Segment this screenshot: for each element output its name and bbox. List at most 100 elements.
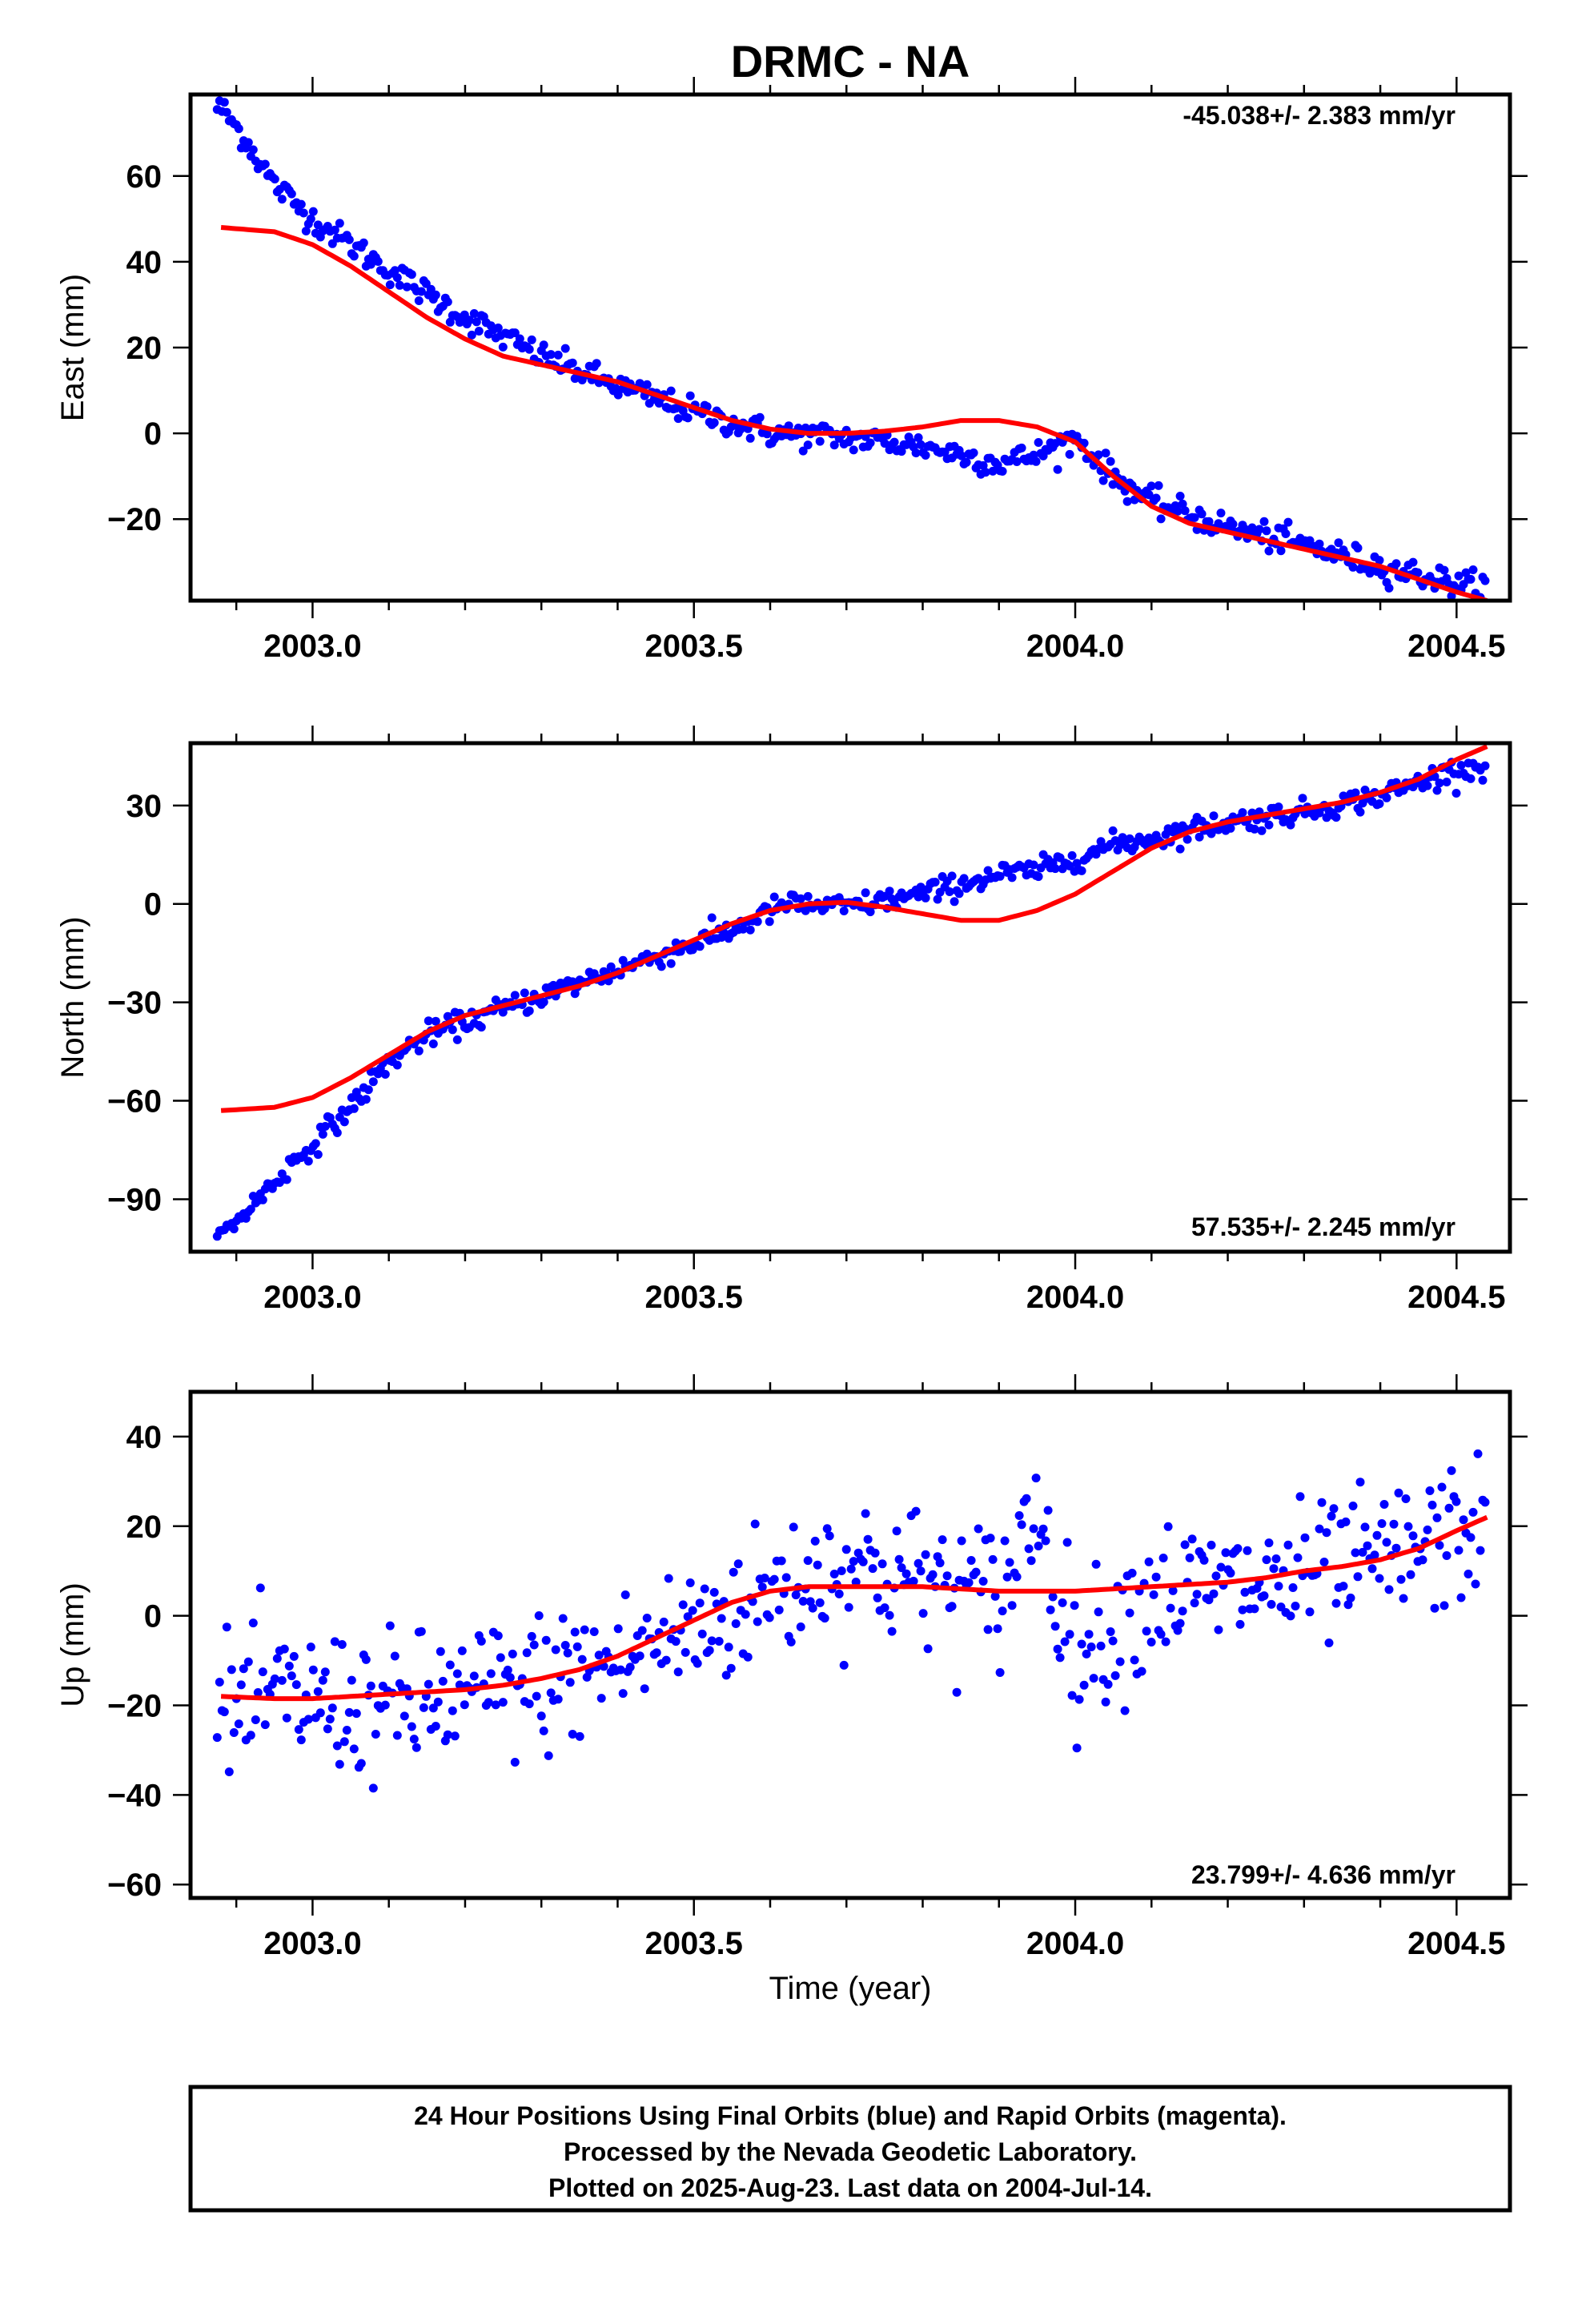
data-point xyxy=(642,380,652,389)
data-point xyxy=(1110,1671,1120,1680)
data-point xyxy=(270,175,279,184)
data-point xyxy=(1204,1595,1214,1605)
data-point xyxy=(947,1602,957,1611)
data-point xyxy=(1295,1492,1305,1502)
data-point xyxy=(1130,1655,1139,1665)
north-fit-line xyxy=(220,744,1488,1113)
data-point xyxy=(897,1563,906,1573)
data-point xyxy=(342,1726,351,1735)
data-point xyxy=(1125,834,1134,843)
data-point xyxy=(515,334,524,344)
data-point xyxy=(282,1713,291,1723)
data-point xyxy=(313,220,323,230)
data-point xyxy=(1161,1637,1170,1647)
data-point xyxy=(320,1667,330,1677)
data-point xyxy=(837,1566,846,1575)
data-point xyxy=(998,467,1007,476)
data-point xyxy=(1216,509,1226,518)
data-point xyxy=(1026,1556,1036,1566)
data-point xyxy=(1401,1494,1411,1503)
data-point xyxy=(1199,1555,1209,1565)
data-point xyxy=(544,1751,553,1760)
data-point xyxy=(1101,1697,1110,1707)
data-point xyxy=(1226,1568,1235,1578)
data-point xyxy=(1041,1536,1050,1546)
data-point xyxy=(1423,1525,1432,1534)
data-point xyxy=(412,1743,421,1752)
data-point xyxy=(846,1564,856,1574)
data-point xyxy=(332,1128,342,1137)
data-point xyxy=(1259,517,1269,526)
data-point xyxy=(822,1524,832,1534)
data-point xyxy=(344,1707,354,1717)
data-point xyxy=(738,924,748,934)
up-plot-frame xyxy=(188,1389,1512,1900)
data-point xyxy=(1214,1625,1223,1634)
data-point xyxy=(532,1691,541,1701)
data-point xyxy=(1283,517,1293,527)
data-point xyxy=(834,1589,844,1598)
data-point xyxy=(865,438,875,448)
data-point xyxy=(1226,823,1235,833)
data-point xyxy=(1425,1486,1435,1495)
data-point xyxy=(1466,774,1476,783)
data-point xyxy=(1324,1638,1334,1647)
data-point xyxy=(1072,1743,1082,1753)
data-point xyxy=(640,1684,649,1694)
data-point xyxy=(313,1687,323,1696)
data-point xyxy=(938,1535,947,1545)
data-point xyxy=(921,451,930,460)
data-point xyxy=(1235,1619,1245,1629)
data-point xyxy=(841,1545,851,1554)
data-point xyxy=(1353,1572,1363,1582)
data-point xyxy=(337,1640,347,1649)
data-point xyxy=(356,1759,366,1768)
data-point xyxy=(733,1559,743,1569)
data-point xyxy=(452,1669,462,1679)
data-point xyxy=(950,897,959,907)
data-point xyxy=(335,219,344,228)
data-point xyxy=(618,1689,628,1699)
data-point xyxy=(1077,1639,1086,1649)
data-point xyxy=(1207,1540,1216,1550)
x-tick-label: 2003.5 xyxy=(645,629,743,664)
data-point xyxy=(1413,568,1423,577)
data-point xyxy=(808,1603,817,1613)
data-point xyxy=(1375,1574,1384,1583)
data-point xyxy=(424,1016,433,1026)
data-point xyxy=(1408,557,1418,567)
data-point xyxy=(460,1700,469,1710)
data-point xyxy=(1439,565,1449,575)
data-point xyxy=(1065,1630,1074,1639)
data-point xyxy=(349,1744,359,1754)
data-point xyxy=(536,1711,546,1721)
data-point xyxy=(282,1175,291,1184)
data-point xyxy=(1096,837,1106,846)
data-point xyxy=(539,1726,548,1735)
data-point xyxy=(1156,1630,1166,1639)
data-point xyxy=(296,1735,306,1745)
data-point xyxy=(1055,1653,1065,1663)
up-axis-ticks: 2003.0 2003.5 2004.0 2004.5 −60 −40 −20 0 20 40 xyxy=(107,1374,1528,1961)
data-point xyxy=(1476,1546,1485,1555)
data-point xyxy=(810,1536,820,1546)
data-point xyxy=(1149,1590,1158,1599)
data-point xyxy=(534,1611,544,1620)
data-point xyxy=(291,1680,301,1690)
data-point xyxy=(409,1735,419,1744)
data-point xyxy=(1480,1498,1490,1507)
data-point xyxy=(246,1731,255,1740)
data-point xyxy=(909,1576,918,1586)
data-point xyxy=(241,1213,251,1223)
data-point xyxy=(219,1707,229,1717)
data-point xyxy=(527,335,536,344)
data-point xyxy=(1062,1538,1072,1547)
data-point xyxy=(392,1731,402,1740)
data-point xyxy=(476,1023,486,1032)
data-point xyxy=(1331,1598,1341,1608)
data-point xyxy=(510,1758,520,1767)
data-point xyxy=(594,1651,604,1660)
data-point xyxy=(450,1731,460,1741)
data-point xyxy=(1096,1641,1106,1651)
y-tick-label: 60 xyxy=(126,159,163,195)
